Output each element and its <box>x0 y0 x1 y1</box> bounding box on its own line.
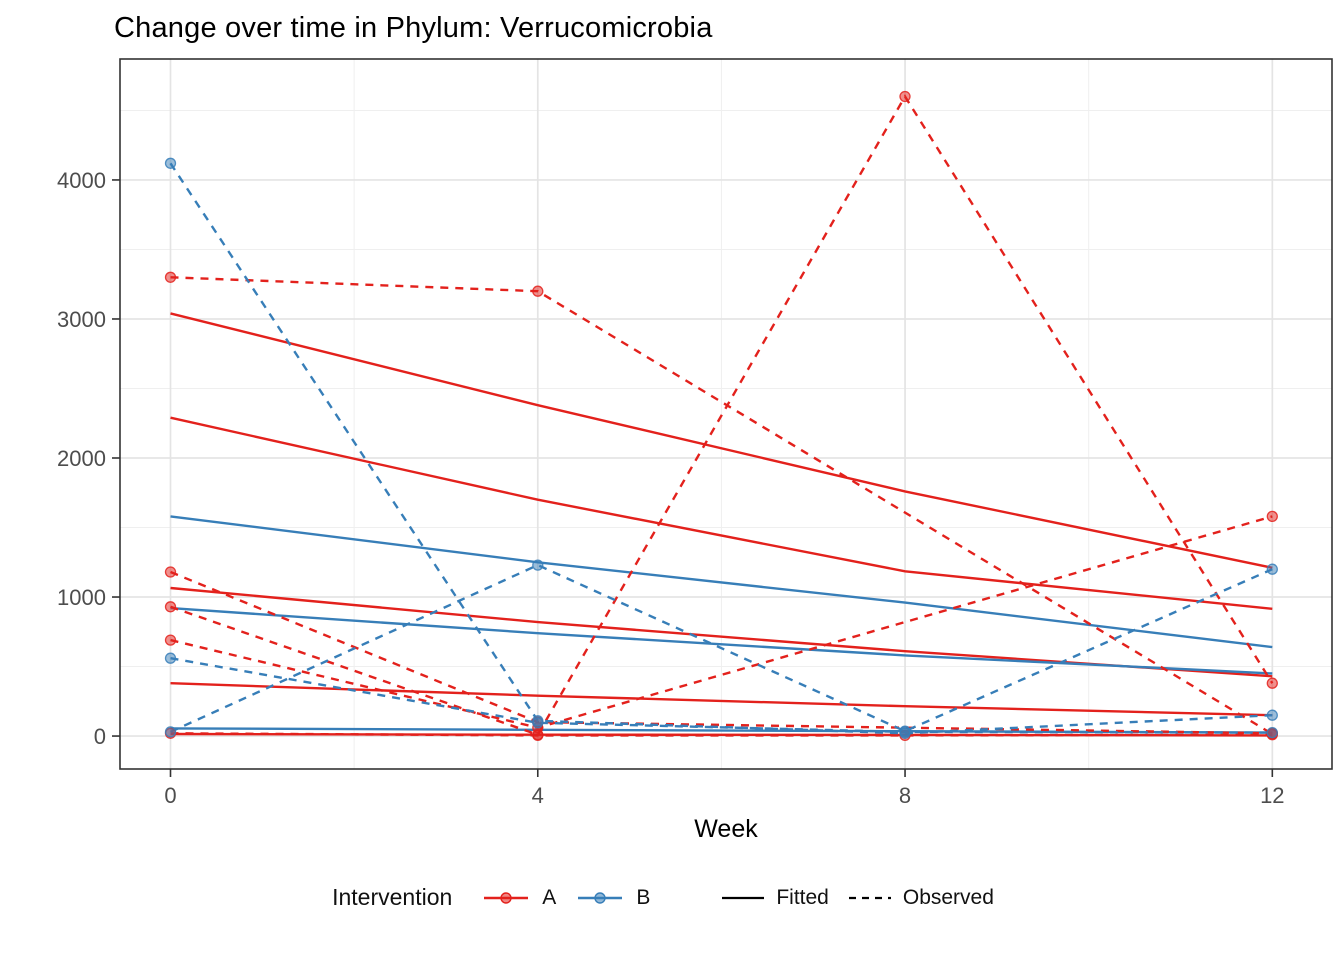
legend-label-fitted: Fitted <box>776 885 829 909</box>
legend-item-observed: Observed <box>847 885 994 911</box>
data-point <box>532 559 544 571</box>
y-tick-label: 2000 <box>57 446 106 471</box>
series-line-B-observed-3 <box>170 657 1273 734</box>
intervention-b-key-icon <box>578 891 623 904</box>
y-tick-label: 1000 <box>57 585 106 610</box>
legend-title: Intervention <box>332 884 453 910</box>
data-point <box>1266 677 1278 689</box>
series-line-B-observed-1 <box>169 162 1273 735</box>
data-point <box>164 271 177 283</box>
x-tick-label: 12 <box>1260 783 1284 808</box>
legend-item-fitted: Fitted <box>720 885 829 911</box>
data-point <box>1266 709 1278 721</box>
legend-item-a: A <box>480 885 556 911</box>
series-line-A-fitted-1 <box>170 312 1273 569</box>
series-lines <box>164 90 1278 742</box>
data-point <box>532 285 544 297</box>
data-point <box>164 157 177 169</box>
data-point <box>532 729 544 742</box>
legend-label-observed: Observed <box>902 885 994 909</box>
y-tick-label: 3000 <box>57 307 106 332</box>
legend-label-a: A <box>542 885 557 909</box>
series-line-B-fitted-2 <box>170 606 1273 675</box>
chart-title: Change over time in Phylum: Verrucomicro… <box>114 12 713 44</box>
data-point <box>899 726 911 738</box>
x-tick-label: 4 <box>532 783 544 808</box>
series-line-B-fitted-1 <box>170 515 1273 649</box>
series-line-A-observed-5 <box>170 732 1273 737</box>
data-point <box>164 652 177 664</box>
legend-item-b: B <box>574 885 650 911</box>
x-axis-title: Week <box>694 815 758 843</box>
observed-line-key-icon <box>848 896 891 899</box>
x-tick-label: 0 <box>164 783 176 808</box>
y-tick-label: 0 <box>94 724 106 749</box>
data-point <box>164 634 177 646</box>
data-point <box>164 601 177 613</box>
legend: Intervention A B Fitted <box>0 884 1344 911</box>
data-point <box>899 90 911 103</box>
fitted-line-key-icon <box>722 896 765 899</box>
series-line-B-fitted-3 <box>170 727 1273 734</box>
plot-area: 0 1000 2000 3000 4000 0 4 8 12 Week <box>57 58 1333 843</box>
data-point <box>532 717 544 729</box>
y-tick-label: 4000 <box>57 168 106 193</box>
data-point <box>164 726 177 738</box>
series-line-A-observed-3 <box>170 94 1274 737</box>
legend-label-b: B <box>636 885 651 909</box>
data-point <box>1266 510 1278 523</box>
intervention-a-key-icon <box>484 891 529 904</box>
data-point <box>1266 563 1278 575</box>
x-tick-label: 8 <box>899 783 911 808</box>
data-point <box>1266 726 1278 739</box>
series-line-B-observed-2 <box>170 563 1273 733</box>
data-point <box>164 566 177 578</box>
series-line-A-fitted-2 <box>170 416 1273 610</box>
